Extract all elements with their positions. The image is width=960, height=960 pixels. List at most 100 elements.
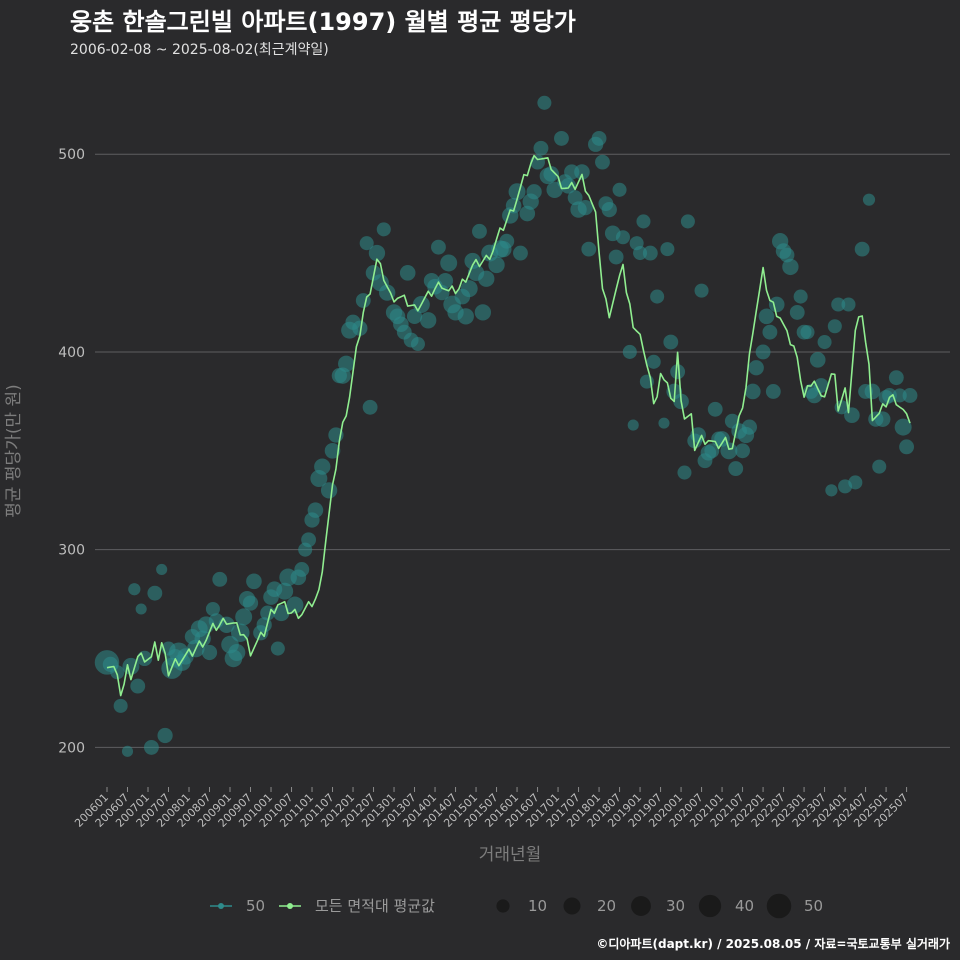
scatter-point-148 [670,364,686,380]
scatter-point-98 [478,270,495,287]
scatter-point-13 [157,727,173,744]
scatter-point-117 [554,130,569,146]
scatter-point-34 [235,608,253,626]
scatter-point-10 [143,739,159,755]
scatter-point-139 [636,214,651,229]
scatter-point-112 [533,140,549,156]
scatter-point-172 [762,324,778,340]
scatter-point-44 [273,604,290,622]
scatter-point-79 [406,308,423,324]
scatter-point-151 [680,214,695,229]
x-axis-label: 거래년월 [479,845,542,865]
y-tick-label-500: 500 [58,147,85,163]
scatter-point-2 [110,665,125,680]
scatter-point-69 [368,244,386,262]
scatter-point-26 [205,601,220,617]
scatter-point-55 [314,458,331,475]
scatter-point-167 [741,419,758,435]
scatter-point-4 [121,745,134,757]
scatter-point-45 [276,582,294,600]
legend-size-label-30: 30 [666,897,685,915]
legend-series-50-dot [218,903,224,909]
scatter-point-53 [307,502,324,518]
scatter-point-180 [793,289,808,304]
scatter-point-8 [135,603,147,615]
scatter-point-25 [201,644,218,661]
scatter-point-3 [113,698,128,713]
legend-size-circle-30 [631,896,651,916]
legend-size-circle-40 [698,894,722,918]
y-tick-label-300: 300 [58,543,85,559]
scatter-point-141 [642,245,658,261]
legend-size-label-40: 40 [735,897,754,915]
scatter-point-165 [735,443,750,459]
scatter-point-6 [128,583,141,596]
scatter-point-133 [612,182,627,197]
scatter-point-67 [362,399,378,415]
scatter-point-157 [704,443,720,459]
scatter-point-127 [591,130,607,146]
scatter-point-77 [399,265,416,281]
scatter-point-80 [410,337,425,352]
legend-series-average-label: 모든 면적대 평균값 [315,897,435,915]
scatter-point-113 [537,95,552,110]
scatter-point-144 [658,417,670,429]
scatter-point-123 [574,164,590,180]
scatter-point-125 [581,241,597,257]
scatter-point-43 [270,641,285,656]
legend-series-50: 50 [210,897,265,915]
scatter-point-169 [748,360,764,376]
scatter-point-110 [526,184,542,200]
scatter-point-189 [827,319,842,334]
scatter-point-187 [817,335,832,350]
scatter-point-134 [615,230,630,245]
scatter-point-204 [882,388,897,403]
scatter-point-32 [228,644,246,661]
scatter-point-121 [567,190,583,206]
legend-series-average: 모든 면적대 평균값 [279,897,435,915]
scatter-point-28 [212,571,228,587]
scatter-point-182 [800,325,815,340]
scatter-point-36 [242,595,259,611]
scatter-point-173 [765,384,781,399]
scatter-point-174 [768,296,785,313]
scatter-point-132 [608,249,624,265]
scatter-point-130 [601,201,617,218]
scatter-point-142 [646,354,661,369]
chart-subtitle: 2006-02-08 ~ 2025-08-02(최근계약일) [70,42,329,58]
scatter-point-64 [352,320,368,336]
scatter-points [94,95,918,757]
scatter-point-185 [809,352,826,368]
scatter-point-146 [663,334,679,350]
y-tick-label-200: 200 [58,740,85,756]
scatter-point-93 [460,280,478,298]
scatter-point-207 [894,418,912,436]
y-gridlines [95,153,950,748]
average-line [106,154,911,697]
y-tick-label-400: 400 [58,345,85,361]
legend-size-label-50: 50 [804,897,823,915]
scatter-point-85 [431,239,446,255]
scatter-point-12 [156,563,168,575]
scatter-point-154 [694,283,709,298]
scatter-point-124 [577,199,593,216]
legend-size-circle-10 [496,899,510,913]
legend-size-circle-20 [563,897,581,915]
scatter-point-66 [359,236,374,251]
scatter-point-202 [874,411,891,427]
scatter-point-57 [324,443,341,459]
scatter-point-196 [854,241,870,257]
scatter-point-82 [420,312,437,329]
scatter-point-160 [714,431,730,447]
scatter-point-188 [825,484,838,497]
scatter-point-161 [720,442,738,460]
scatter-point-150 [677,465,692,480]
chart-title: 웅촌 한솔그린빌 아파트(1997) 월별 평균 평당가 [70,8,576,36]
scatter-point-194 [844,407,860,424]
scatter-point-56 [320,482,338,499]
scatter-point-136 [627,419,639,431]
legend: 50 모든 면적대 평균값 10 20 30 40 50 [210,893,823,919]
scatter-point-71 [376,222,391,237]
